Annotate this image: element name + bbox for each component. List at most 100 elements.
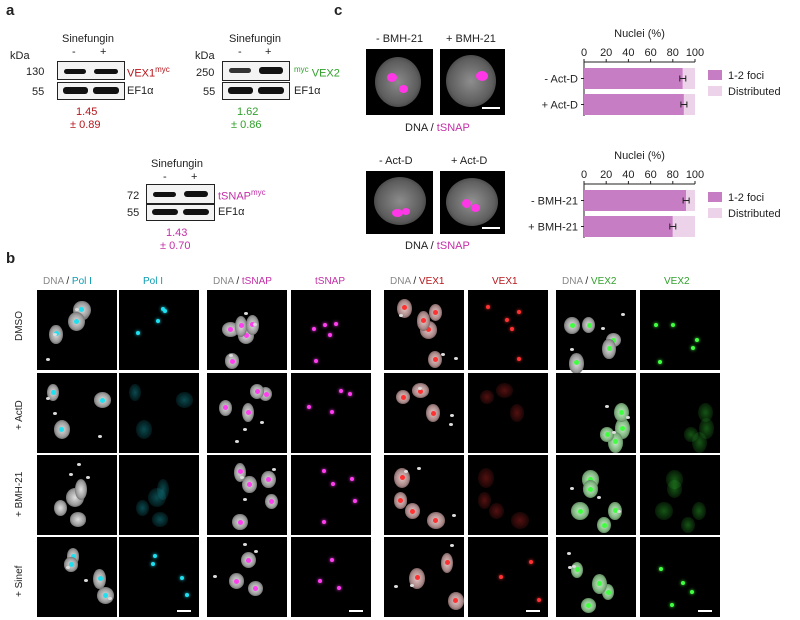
b-image-bmh21-poli-merge bbox=[37, 455, 117, 535]
b-image-dmso-vex2-merge bbox=[556, 290, 636, 374]
blot3-ratio: 1.43 bbox=[166, 227, 188, 239]
legend-swatch-foci bbox=[708, 192, 722, 202]
blot1-plus: + bbox=[100, 46, 107, 58]
x-tick-label: 40 bbox=[622, 47, 634, 59]
b-image-actd-poli-merge bbox=[37, 373, 117, 453]
b-image-dmso-vex1 bbox=[468, 290, 548, 370]
b-image-bmh21-tsnap bbox=[291, 455, 371, 535]
x-tick-label: 60 bbox=[644, 169, 656, 181]
b-image-bmh21-poli bbox=[119, 455, 199, 535]
c-bottom-img2-label: + Act-D bbox=[451, 155, 488, 167]
blot2-ratio: 1.62 bbox=[237, 106, 259, 118]
blot2-target-strip bbox=[222, 61, 290, 81]
b-col-header-vex1-merge: DNA / VEX1 bbox=[390, 276, 444, 288]
panel-c-label: c bbox=[334, 2, 343, 19]
b-image-actd-vex1-merge bbox=[384, 373, 464, 453]
b-col-header-poli-merge: DNA / Pol I bbox=[43, 276, 92, 288]
b-col-header-channel: VEX1 bbox=[418, 276, 445, 287]
x-tick-label: 80 bbox=[667, 47, 679, 59]
category-label: - BMH-21 bbox=[531, 196, 578, 208]
blot2-treatment: Sinefungin bbox=[229, 33, 281, 45]
b-col-header-channel: VEX1 bbox=[492, 276, 518, 287]
x-tick-label: 0 bbox=[581, 47, 587, 59]
legend-swatch-foci bbox=[708, 70, 722, 80]
blot2-sd: ± 0.86 bbox=[231, 119, 262, 131]
b-row-label-bmh21: + BMH-21 bbox=[14, 472, 25, 518]
b-image-sinef-poli-merge bbox=[37, 537, 117, 617]
b-image-actd-vex2 bbox=[640, 373, 720, 453]
legend-label: 1-2 foci bbox=[728, 192, 764, 204]
blot1-treatment: Sinefungin bbox=[62, 33, 114, 45]
blot3-plus: + bbox=[191, 171, 198, 183]
category-label: + BMH-21 bbox=[528, 222, 578, 234]
b-col-header-sep: / bbox=[582, 276, 589, 287]
c-top-image-plus bbox=[440, 49, 505, 115]
legend-swatch-distributed bbox=[708, 86, 722, 96]
b-col-header-channel: Pol I bbox=[143, 276, 164, 287]
b-col-header-vex2: VEX2 bbox=[664, 276, 690, 288]
legend-label: Distributed bbox=[728, 86, 781, 98]
blot2-minus: - bbox=[238, 46, 242, 58]
blot2-mw: 250 bbox=[196, 67, 215, 79]
b-col-header-sep: / bbox=[233, 276, 240, 287]
x-tick-label: 60 bbox=[644, 47, 656, 59]
blot2-kda: kDa bbox=[195, 50, 215, 62]
x-tick-label: 20 bbox=[600, 47, 612, 59]
b-image-dmso-tsnap bbox=[291, 290, 371, 370]
b-col-header-dna: DNA bbox=[213, 276, 234, 287]
b-image-bmh21-vex1 bbox=[468, 455, 548, 535]
b-image-sinef-vex1-merge bbox=[384, 537, 465, 617]
b-image-dmso-vex2 bbox=[640, 290, 720, 370]
c-top-image-minus bbox=[366, 49, 433, 115]
b-col-header-channel: tSNAP bbox=[315, 276, 346, 287]
c-chart-bmh21: Nuclei (%) 0 20 40 60 80 100 - BMH-21 + BMH-21 1-… bbox=[528, 150, 781, 238]
c-bottom-image-plus bbox=[440, 171, 505, 234]
blot3-target-strip bbox=[146, 184, 215, 204]
blot2-loading-strip bbox=[222, 82, 290, 100]
blot1-target-strip bbox=[57, 61, 125, 80]
b-image-sinef-poli bbox=[119, 537, 199, 617]
c-top-caption: DNA / tSNAP bbox=[405, 122, 470, 134]
x-tick-label: 100 bbox=[686, 169, 704, 181]
b-col-header-sep: / bbox=[410, 276, 417, 287]
b-col-header-dna: DNA bbox=[390, 276, 411, 287]
b-col-header-tsnap: tSNAP bbox=[315, 276, 345, 288]
b-row-label-sinef: + Sinef bbox=[14, 565, 25, 597]
b-image-bmh21-vex1-merge bbox=[384, 455, 464, 535]
blot1-mw: 130 bbox=[26, 66, 45, 78]
b-col-header-dna: DNA bbox=[562, 276, 583, 287]
bar-distributed bbox=[686, 190, 695, 211]
chart-title: Nuclei (%) bbox=[614, 150, 665, 162]
blot3-target-label: tSNAPmyc bbox=[218, 188, 266, 203]
b-image-sinef-vex2 bbox=[640, 537, 720, 617]
b-image-sinef-vex2-merge bbox=[556, 537, 636, 617]
b-col-header-tsnap-merge: DNA / tSNAP bbox=[213, 276, 272, 288]
blot2-target-label: myc VEX2 bbox=[294, 65, 340, 80]
b-image-sinef-tsnap-merge bbox=[207, 537, 287, 617]
scale-bar bbox=[177, 610, 191, 612]
x-tick-label: 40 bbox=[622, 169, 634, 181]
legend-label: 1-2 foci bbox=[728, 70, 764, 82]
scale-bar bbox=[526, 610, 540, 612]
blot1-loading-strip bbox=[57, 82, 125, 100]
b-col-header-dna: DNA bbox=[43, 276, 64, 287]
c-bottom-caption: DNA / tSNAP bbox=[405, 240, 470, 252]
b-image-actd-poli bbox=[119, 373, 199, 453]
b-image-sinef-vex1 bbox=[468, 537, 548, 617]
b-col-header-channel: VEX2 bbox=[590, 276, 617, 287]
bar-distributed bbox=[683, 94, 695, 115]
blot3-sd: ± 0.70 bbox=[160, 240, 191, 252]
blot3-mw55: 55 bbox=[127, 207, 140, 219]
blot2-mw55: 55 bbox=[203, 86, 216, 98]
b-image-bmh21-vex2-merge bbox=[556, 455, 636, 535]
b-image-dmso-poli bbox=[119, 290, 199, 370]
blot1-ratio: 1.45 bbox=[76, 106, 98, 118]
x-tick-label: 100 bbox=[686, 47, 704, 59]
b-col-header-channel: VEX2 bbox=[664, 276, 690, 287]
bar-distributed bbox=[672, 216, 695, 237]
bar-foci bbox=[584, 190, 687, 211]
blot1-minus: - bbox=[72, 46, 76, 58]
blot1-loading-label: EF1α bbox=[127, 85, 154, 97]
b-image-actd-tsnap bbox=[291, 373, 371, 453]
b-row-label-dmso: DMSO bbox=[14, 311, 25, 342]
